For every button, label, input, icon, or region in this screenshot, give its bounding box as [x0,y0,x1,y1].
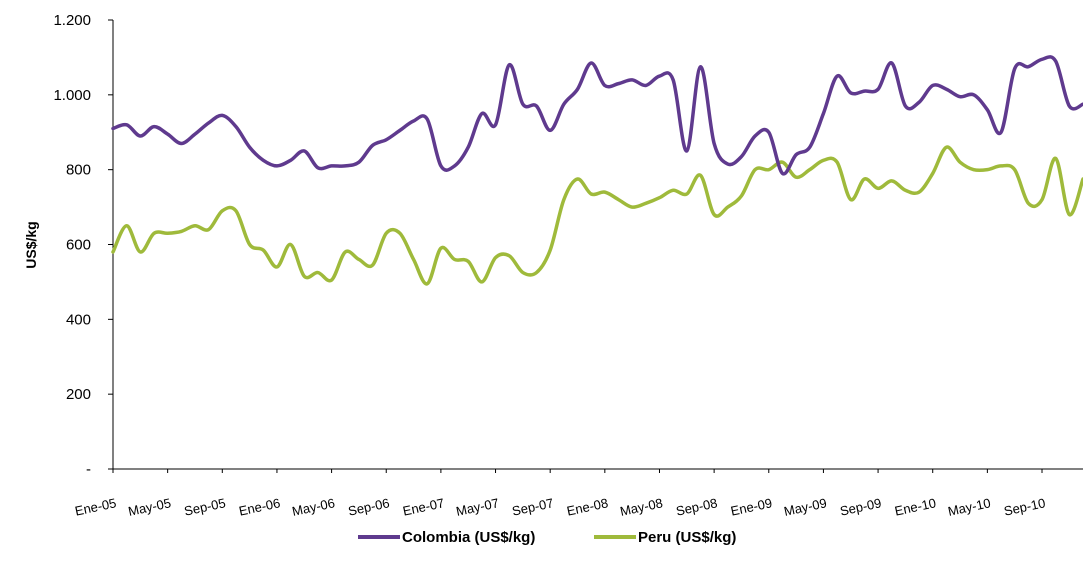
legend-label-colombia: Colombia (US$/kg) [402,529,535,546]
legend-label-peru: Peru (US$/kg) [638,529,736,546]
x-tick-label: May-07 [455,495,501,519]
y-tick-label: 800 [66,162,91,179]
series-layer [111,55,1083,286]
y-tick-label: - [86,461,91,478]
y-tick-label: 1.200 [53,12,91,29]
y-tick-label: 400 [66,311,91,328]
x-tick-label: Sep-07 [511,495,555,518]
series-line-peru [111,145,1083,286]
y-tick-label: 1.000 [53,87,91,104]
x-tick-label: May-09 [783,495,829,519]
series-points-peru [112,147,1083,284]
x-tick-label: Sep-09 [839,495,883,518]
x-tick-label: Ene-08 [565,495,609,518]
x-tick-label: Sep-06 [347,495,391,518]
x-tick-label: Ene-06 [237,495,281,518]
x-tick-label: May-08 [619,495,665,519]
series-line-colombia [111,55,1083,176]
x-tick-label: Ene-10 [893,495,937,518]
x-tick-label: May-10 [946,495,992,519]
legend: Colombia (US$/kg) Peru (US$/kg) [358,529,736,546]
x-tick-label: Ene-05 [73,495,117,518]
y-tick-label: 600 [66,237,91,254]
x-tick-label: Ene-09 [729,495,773,518]
x-tick-label: Sep-10 [1003,495,1047,518]
x-tick-label: Sep-05 [183,495,227,518]
x-tick-label: May-05 [127,495,173,519]
x-tick-label: Ene-07 [401,495,445,518]
x-tick-label: Sep-08 [675,495,719,518]
y-axis: - 200 400 600 800 1.000 1.200 [53,12,114,478]
x-axis: Ene-05 May-05 Sep-05 Ene-06 May-06 Sep-06 Ene-… [73,468,1083,519]
x-tick-label: May-06 [291,495,337,519]
y-axis-title: US$/kg [23,221,39,268]
y-tick-label: 200 [66,386,91,403]
